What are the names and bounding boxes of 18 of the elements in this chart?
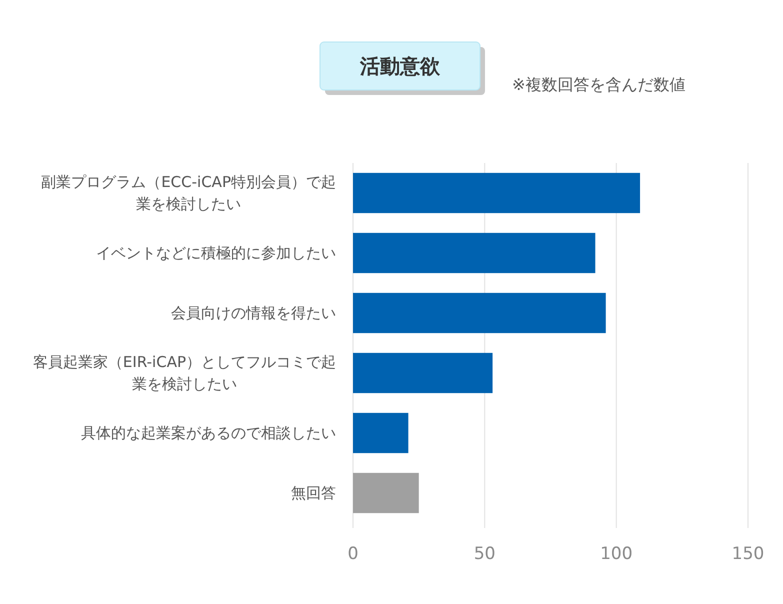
x-tick-label: 100 <box>600 544 633 564</box>
chart-title: 活動意欲 <box>359 54 441 78</box>
bar <box>353 472 419 514</box>
y-tick-label: イベントなどに積極的に参加したい <box>96 244 336 262</box>
text: ※複数回答を含んだ数値 <box>512 75 686 94</box>
y-tick-label: 具体的な起業案があるので相談したい <box>81 424 336 442</box>
y-tick-label: 会員向けの情報を得たい <box>171 304 336 322</box>
x-tick-label: 150 <box>732 544 764 564</box>
bar <box>353 292 606 334</box>
y-tick-label: 無回答 <box>291 484 336 502</box>
bar <box>353 352 493 394</box>
bar <box>353 172 640 214</box>
bar <box>353 232 596 274</box>
y-tick-label: 客員起業家（EIR-iCAP）としてフルコミで起業を検討したい <box>32 353 336 393</box>
y-tick-label: 副業プログラム（ECC-iCAP特別会員）で起業を検討したい <box>41 173 336 213</box>
bar <box>353 412 408 454</box>
x-tick-label: 50 <box>474 544 496 564</box>
x-tick-label: 0 <box>348 544 358 564</box>
